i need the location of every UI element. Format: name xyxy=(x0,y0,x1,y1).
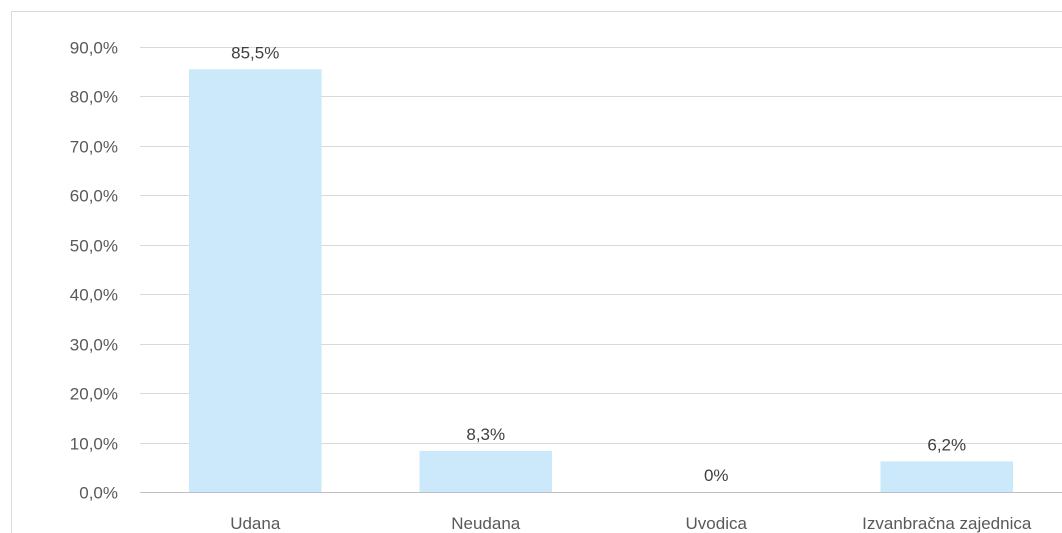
category-label: Uvodica xyxy=(686,514,748,533)
category-label: Udana xyxy=(230,514,281,533)
bar-izvanbra-na-zajednica xyxy=(880,461,1014,492)
category-label: Izvanbračna zajednica xyxy=(862,514,1032,533)
data-label: 8,3% xyxy=(466,425,505,444)
data-label: 0% xyxy=(704,466,729,485)
data-labels: 85,5% 8,3% 0% 6,2% xyxy=(231,43,966,485)
y-tick-label: 70,0% xyxy=(70,138,118,157)
gridlines xyxy=(140,47,1062,493)
y-tick-label: 10,0% xyxy=(70,435,118,454)
y-tick-label: 40,0% xyxy=(70,286,118,305)
bars xyxy=(188,69,1014,492)
y-tick-label: 30,0% xyxy=(70,336,118,355)
data-label: 6,2% xyxy=(927,435,966,454)
y-tick-label: 80,0% xyxy=(70,88,118,107)
y-tick-label: 50,0% xyxy=(70,237,118,256)
y-axis: 0,0% 10,0% 20,0% 30,0% 40,0% 50,0% 60,0% 70,0% 8… xyxy=(70,39,118,503)
y-tick-label: 0,0% xyxy=(79,484,118,503)
chart-frame xyxy=(11,11,1062,533)
bar-udana xyxy=(188,69,322,492)
bar-neudana xyxy=(419,450,553,492)
category-label: Neudana xyxy=(451,514,521,533)
y-tick-label: 90,0% xyxy=(70,39,118,58)
x-axis: Udana Neudana Uvodica Izvanbračna zajednica xyxy=(230,514,1032,533)
data-label: 85,5% xyxy=(231,43,279,62)
y-tick-label: 60,0% xyxy=(70,187,118,206)
y-tick-label: 20,0% xyxy=(70,385,118,404)
